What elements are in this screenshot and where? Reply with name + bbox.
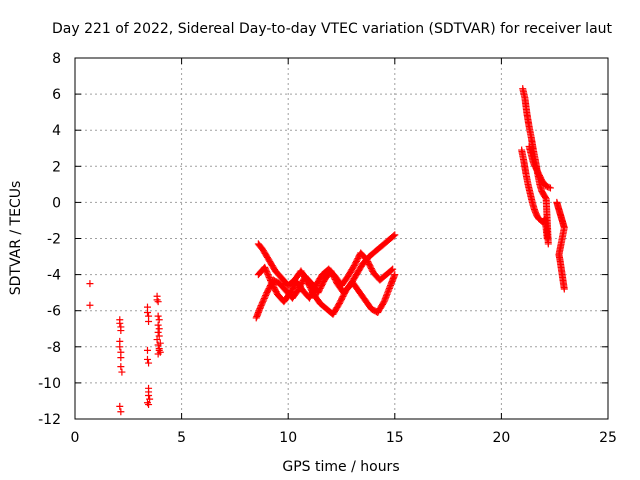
data-point xyxy=(156,339,164,347)
data-point xyxy=(143,309,151,317)
data-point xyxy=(116,343,124,351)
data-point xyxy=(154,350,162,358)
data-point xyxy=(155,332,163,340)
x-tick-label: 10 xyxy=(279,430,297,446)
data-point xyxy=(546,184,554,192)
data-point xyxy=(155,316,163,324)
axis-ticks xyxy=(74,57,609,420)
data-point xyxy=(118,368,126,376)
data-point xyxy=(86,301,94,309)
data-point xyxy=(388,266,396,274)
y-tick-label: -6 xyxy=(47,304,61,320)
data-point xyxy=(86,280,94,288)
data-point xyxy=(154,328,162,336)
y-tick-label: -8 xyxy=(47,340,61,356)
data-point xyxy=(116,319,124,327)
data-point xyxy=(389,265,397,273)
data-point xyxy=(145,392,153,400)
data-point xyxy=(154,298,162,306)
y-axis-label: SDTVAR / TECUs xyxy=(8,181,24,296)
data-point xyxy=(117,327,125,335)
data-point xyxy=(117,408,125,416)
x-tick-label: 0 xyxy=(71,430,80,446)
y-tick-label: 8 xyxy=(52,51,61,67)
x-axis-label: GPS time / hours xyxy=(282,459,399,475)
data-point xyxy=(390,232,398,240)
y-tick-label: 4 xyxy=(52,123,61,139)
data-point xyxy=(145,359,153,367)
data-point xyxy=(145,318,153,326)
data-marks xyxy=(86,85,568,416)
data-point xyxy=(391,271,399,279)
data-point xyxy=(143,355,151,363)
y-tick-label: 2 xyxy=(52,159,61,175)
y-tick-label: 6 xyxy=(52,87,61,103)
data-point xyxy=(117,363,125,371)
chart-title: Day 221 of 2022, Sidereal Day-to-day VTE… xyxy=(52,21,613,37)
x-tick-label: 5 xyxy=(177,430,186,446)
data-point xyxy=(154,312,162,320)
y-tick-label: -12 xyxy=(38,412,61,428)
data-point xyxy=(391,231,399,239)
data-point xyxy=(544,240,552,248)
data-point xyxy=(545,183,553,191)
data-point xyxy=(560,285,568,293)
data-point xyxy=(117,354,125,362)
grid-lines xyxy=(75,58,608,419)
data-point xyxy=(155,346,163,354)
data-point xyxy=(143,346,151,354)
x-tick-label: 20 xyxy=(492,430,510,446)
data-point xyxy=(153,336,161,344)
x-tick-label: 15 xyxy=(386,430,404,446)
data-point xyxy=(153,296,161,304)
data-point xyxy=(146,395,154,403)
data-point xyxy=(145,401,153,409)
data-point xyxy=(154,321,162,329)
data-point xyxy=(116,402,124,410)
y-tick-label: -10 xyxy=(38,376,61,392)
data-point xyxy=(155,325,163,333)
data-point xyxy=(543,235,551,242)
tick-labels: 0 5 10 15 20 25 -12 -10 -8 -6 -4 -2 0 2 4 6 8 xyxy=(38,51,617,446)
y-tick-label: -4 xyxy=(47,268,61,284)
y-tick-label: -2 xyxy=(47,232,61,248)
y-tick-label: 0 xyxy=(52,195,61,211)
x-tick-label: 25 xyxy=(599,430,617,446)
